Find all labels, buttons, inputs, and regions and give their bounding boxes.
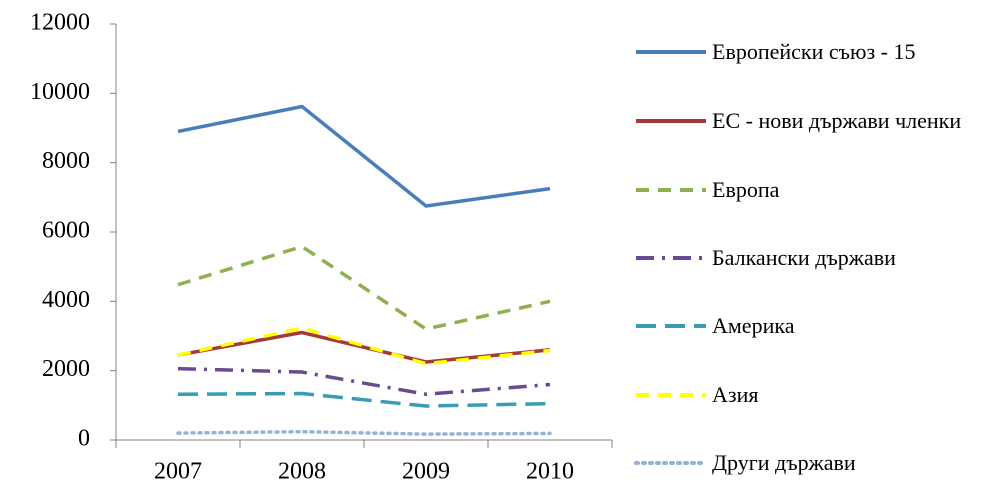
- x-tick-label: 2010: [526, 459, 574, 485]
- series-line: [177, 366, 551, 396]
- y-tick-label: 0: [78, 426, 90, 452]
- x-tick-label: 2007: [154, 459, 202, 485]
- legend-label: Европейски съюз - 15: [712, 39, 916, 64]
- y-tick-label: 2000: [42, 356, 90, 382]
- series-line: [177, 330, 551, 364]
- series-line: [177, 391, 551, 408]
- y-tick-label: 6000: [42, 218, 90, 244]
- series-line: [177, 104, 551, 208]
- legend-label: Америка: [712, 313, 795, 338]
- legend-label: Европа: [712, 177, 780, 202]
- legend-label: ЕС - нови държави членки: [712, 108, 962, 133]
- series-line: [177, 244, 551, 331]
- y-tick-label: 8000: [42, 148, 90, 174]
- series-line: [177, 326, 551, 366]
- legend-label: Други държави: [712, 450, 856, 475]
- y-tick-label: 10000: [30, 79, 90, 105]
- legend-label: Азия: [712, 382, 759, 407]
- x-tick-label: 2008: [278, 459, 326, 485]
- legend-label: Балкански държави: [712, 245, 896, 270]
- y-tick-label: 4000: [42, 287, 90, 313]
- y-tick-label: 12000: [30, 10, 90, 36]
- x-tick-label: 2009: [402, 459, 450, 485]
- series-line: [176, 429, 552, 436]
